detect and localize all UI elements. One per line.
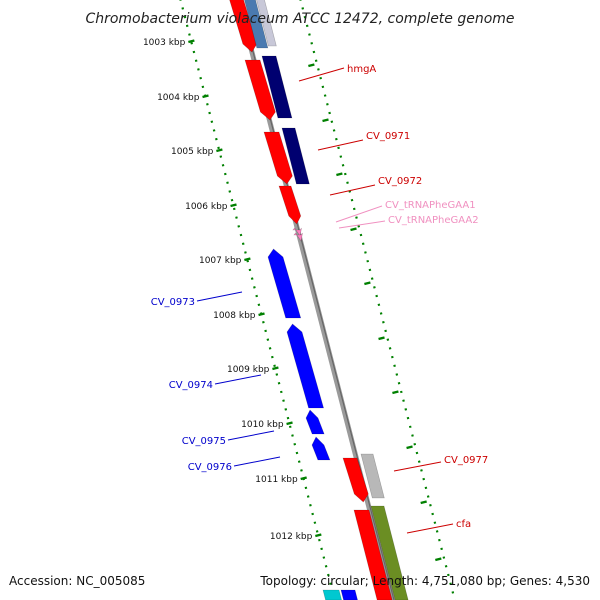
- leader-line-CV_0974: [214, 374, 262, 385]
- map-layer: 1003 kbp 1004 kbp 1005 kbp 1006 kbp 1007 kbp…: [143, 0, 488, 600]
- kbp-tick-label: 1003 kbp: [143, 38, 186, 48]
- ruler-tick: [188, 39, 195, 44]
- gene-label-CV_0972: CV_0972: [378, 176, 422, 187]
- gene-trna-1: [292, 227, 302, 237]
- ruler-tick: [406, 445, 413, 450]
- kbp-tick-label: 1011 kbp: [255, 475, 298, 485]
- gene-label-CV_0973: CV_0973: [151, 297, 195, 308]
- ruler-tick: [378, 336, 385, 341]
- ruler-tick: [420, 500, 427, 505]
- ruler-tick: [364, 281, 371, 286]
- ruler-tick: [435, 557, 442, 562]
- gene-label-CV_0975: CV_0975: [182, 436, 226, 447]
- ruler-tick: [216, 148, 223, 153]
- kbp-tick-label: 1006 kbp: [185, 202, 228, 212]
- leader-line-CV_0973: [196, 291, 243, 302]
- ruler-tick: [308, 63, 315, 68]
- gene-CV_0977-cog: [360, 453, 385, 499]
- gene-CV_0976: [311, 436, 331, 461]
- gene-label-CV_0971: CV_0971: [366, 131, 410, 142]
- leader-line-cfa: [406, 523, 454, 534]
- gene-CV_0971-cog: [281, 127, 310, 185]
- leader-line-CV_0975: [227, 430, 275, 441]
- leader-line-CV_0977: [393, 461, 442, 472]
- gene-cfa-cog: [370, 505, 409, 600]
- leader-line-CV_0976: [233, 456, 281, 467]
- map-title: Chromobacterium violaceum ATCC 12472, co…: [85, 11, 514, 27]
- gene-cog-segment: [256, 0, 277, 47]
- leader-line-CV_tRNAPheGAA1: [335, 205, 383, 223]
- gene-CV_0977: [342, 457, 369, 503]
- kbp-tick-label: 1009 kbp: [227, 365, 270, 375]
- ruler-tick: [315, 533, 322, 538]
- accession-text: Accession: NC_005085: [9, 574, 146, 588]
- ruler-tick: [258, 312, 265, 317]
- gene-forward-cds: [229, 0, 258, 53]
- gene-CV_0974: [286, 323, 324, 409]
- kbp-tick-label: 1010 kbp: [241, 420, 284, 430]
- kbp-tick-label: 1005 kbp: [171, 147, 214, 157]
- gene-label-CV_0976: CV_0976: [188, 462, 232, 473]
- gene-label-cfa: cfa: [456, 519, 471, 530]
- ruler-tick: [322, 118, 329, 123]
- genome-summary-text: Topology: circular; Length: 4,751,080 bp…: [260, 574, 590, 588]
- gene-hmgA-cog: [261, 55, 293, 119]
- gene-forward-cds: [353, 509, 393, 600]
- ruler-tick: [230, 203, 237, 208]
- ruler-tick: [286, 421, 293, 426]
- gene-hmgA: [244, 59, 276, 121]
- ruler-tick: [244, 257, 251, 262]
- leader-line-CV_0972: [329, 184, 376, 196]
- kbp-tick-label: 1004 kbp: [157, 93, 200, 103]
- gene-label-CV_0974: CV_0974: [169, 380, 213, 391]
- gene-cog-segment: [244, 0, 269, 49]
- ruler-tick: [392, 390, 399, 395]
- kbp-tick-label: 1008 kbp: [213, 311, 256, 321]
- ruler-tick: [300, 476, 307, 481]
- gene-label-CV_tRNAPheGAA2: CV_tRNAPheGAA2: [388, 215, 479, 226]
- ruler-tick: [202, 94, 209, 99]
- gene-cds-partial: [340, 589, 358, 600]
- ruler-tick: [350, 227, 357, 232]
- ruler-tick: [272, 366, 279, 371]
- gene-label-CV_tRNAPheGAA1: CV_tRNAPheGAA1: [385, 200, 476, 211]
- kbp-tick-label: 1007 kbp: [199, 256, 242, 266]
- gene-cds-partial: [322, 589, 342, 600]
- gene-label-CV_0977: CV_0977: [444, 455, 488, 466]
- gene-CV_0973: [267, 248, 302, 319]
- ruler-tick: [336, 172, 343, 177]
- leader-line-CV_0971: [317, 139, 364, 151]
- gene-trna-2: [293, 232, 303, 242]
- gene-CV_0975: [305, 409, 325, 435]
- gene-CV_0972: [278, 185, 302, 225]
- gene-label-hmgA: hmgA: [347, 64, 376, 75]
- leader-line-CV_tRNAPheGAA2: [338, 220, 386, 229]
- gene-CV_0971: [263, 131, 293, 185]
- leader-line-hmgA: [298, 67, 345, 82]
- kbp-tick-label: 1012 kbp: [270, 532, 313, 542]
